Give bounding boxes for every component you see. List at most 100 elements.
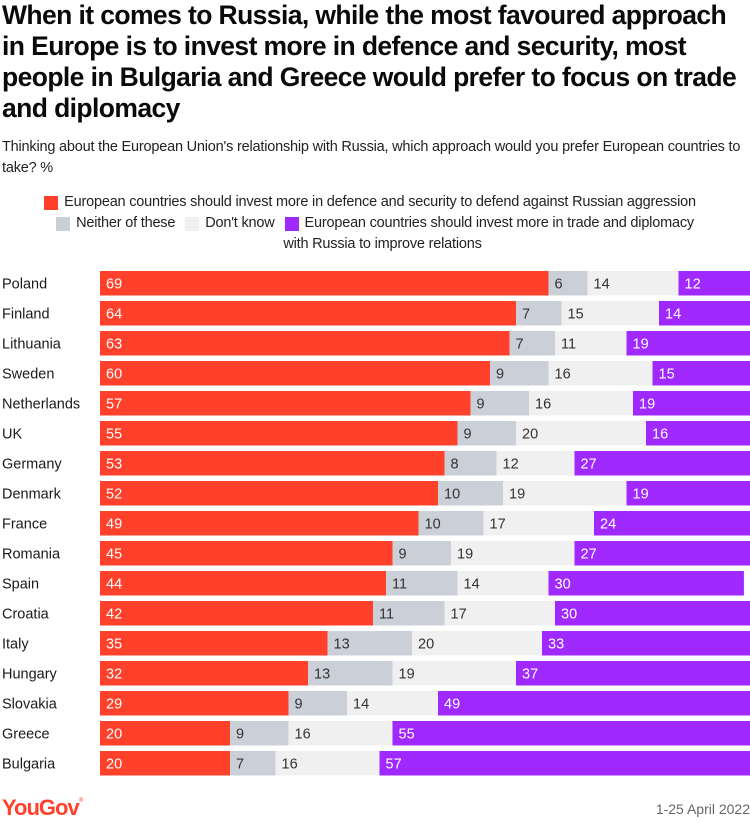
data-label-trade: 16: [652, 426, 668, 442]
bar-segment-defence: [100, 601, 374, 626]
data-label-defence: 35: [106, 636, 122, 652]
bar-segment-trade: [574, 451, 750, 476]
bar-segment-neither: [470, 391, 530, 416]
bar-segment-trade: [438, 691, 750, 716]
logo-text: YouGov: [2, 795, 80, 820]
bar-segment-neither: [509, 331, 556, 356]
bar-segment-neither: [516, 301, 562, 326]
data-label-defence: 63: [106, 336, 122, 352]
legend-item-neither: Neither of these: [56, 213, 175, 234]
bar-segment-neither: [373, 601, 445, 626]
data-label-dont-know: 14: [594, 276, 610, 292]
data-label-defence: 20: [106, 756, 122, 772]
data-label-neither: 10: [444, 486, 460, 502]
data-label-dont-know: 16: [282, 756, 298, 772]
category-label: Denmark: [2, 486, 62, 502]
legend-label-trade: European countries should invest more in…: [304, 215, 695, 231]
category-label: UK: [2, 426, 22, 442]
data-label-dont-know: 11: [561, 336, 576, 352]
bar-segment-neither: [230, 721, 289, 746]
bar-row-poland: Poland 69 6 14 12: [2, 271, 750, 296]
bar-row-france: France 49 10 17 24: [2, 511, 750, 536]
category-label: Poland: [2, 276, 47, 292]
bar-segment-dont-know: [529, 391, 634, 416]
bar-segment-defence: [100, 661, 309, 686]
bar-row-uk: UK 55 9 20 16: [2, 421, 750, 446]
bar-row-finland: Finland 64 7 15 14: [2, 301, 750, 326]
bar-row-greece: Greece 20 9 16 55: [2, 721, 750, 746]
data-label-trade: 57: [386, 756, 402, 772]
chart-title: When it comes to Russia, while the most …: [2, 0, 737, 123]
category-label: Lithuania: [2, 336, 62, 352]
bar-segment-neither: [490, 361, 549, 386]
bar-segment-trade: [548, 571, 744, 596]
bar-segment-neither: [392, 541, 452, 566]
data-label-trade: 24: [600, 516, 616, 532]
category-label: Germany: [2, 456, 62, 472]
data-label-defence: 29: [106, 696, 122, 712]
data-label-neither: 9: [477, 396, 485, 412]
bar-segment-dont-know: [451, 541, 575, 566]
bar-segment-trade: [379, 751, 750, 776]
bar-segment-dont-know: [275, 751, 380, 776]
bar-segment-defence: [100, 301, 517, 326]
bar-row-lithuania: Lithuania 63 7 11 19: [2, 331, 750, 356]
data-label-trade: 27: [581, 456, 597, 472]
data-label-defence: 32: [106, 666, 122, 682]
data-label-trade: 27: [581, 546, 597, 562]
bar-row-netherlands: Netherlands 57 9 16 19: [2, 391, 750, 416]
data-label-dont-know: 20: [522, 426, 538, 442]
bar-row-italy: Italy 35 13 20 33: [2, 631, 750, 656]
bar-segment-trade: [626, 331, 750, 356]
legend-item-trade: European countries should invest more in…: [284, 213, 695, 234]
data-label-defence: 52: [106, 486, 122, 502]
data-label-defence: 55: [106, 426, 122, 442]
legend-swatch-trade: [284, 216, 299, 231]
bar-segment-trade: [626, 481, 750, 506]
bar-segment-neither: [327, 631, 413, 656]
data-label-neither: 9: [464, 426, 472, 442]
bar-segment-defence: [100, 271, 549, 296]
category-label: Spain: [2, 576, 39, 592]
bar-segment-trade: [652, 361, 750, 386]
data-label-dont-know: 19: [399, 666, 415, 682]
bar-segment-defence: [100, 541, 393, 566]
data-label-neither: 13: [314, 666, 330, 682]
yougov-logo: YouGov®: [2, 795, 84, 821]
bar-segment-dont-know: [457, 571, 549, 596]
bar-segment-defence: [100, 331, 510, 356]
data-label-neither: 11: [392, 576, 407, 592]
category-label: Croatia: [2, 606, 50, 622]
bar-segment-defence: [100, 751, 231, 776]
bar-segment-defence: [100, 511, 419, 536]
bar-row-spain: Spain 44 11 14 30: [2, 571, 744, 596]
bar-segment-neither: [444, 451, 497, 476]
data-label-defence: 69: [106, 276, 122, 292]
data-label-neither: 7: [522, 306, 530, 322]
bar-segment-trade: [542, 631, 750, 656]
category-label: Sweden: [2, 366, 54, 382]
registered-mark-icon: ®: [78, 798, 84, 804]
data-label-neither: 9: [295, 696, 303, 712]
legend-swatch-neither: [56, 216, 71, 231]
data-label-neither: 9: [399, 546, 407, 562]
bar-row-hungary: Hungary 32 13 19 37: [2, 661, 750, 686]
category-label: Netherlands: [2, 396, 80, 412]
bar-segment-dont-know: [412, 631, 543, 656]
bar-segment-defence: [100, 391, 471, 416]
legend-row-1: European countries should invest more in…: [0, 192, 750, 213]
bar-segment-dont-know: [548, 361, 653, 386]
bar-segment-defence: [100, 631, 328, 656]
bar-segment-dont-know: [516, 421, 647, 446]
bar-segment-neither: [418, 511, 484, 536]
bar-segment-defence: [100, 691, 289, 716]
legend-swatch-dont-know: [185, 216, 200, 231]
legend-swatch-defence: [44, 195, 59, 210]
data-label-dont-know: 15: [568, 306, 584, 322]
data-label-trade: 49: [444, 696, 460, 712]
bar-segment-neither: [457, 421, 517, 446]
bar-row-bulgaria: Bulgaria 20 7 16 57: [2, 751, 750, 776]
chart-subtitle: Thinking about the European Union's rela…: [2, 139, 741, 176]
data-label-trade: 19: [633, 336, 649, 352]
bar-segment-dont-know: [483, 511, 595, 536]
